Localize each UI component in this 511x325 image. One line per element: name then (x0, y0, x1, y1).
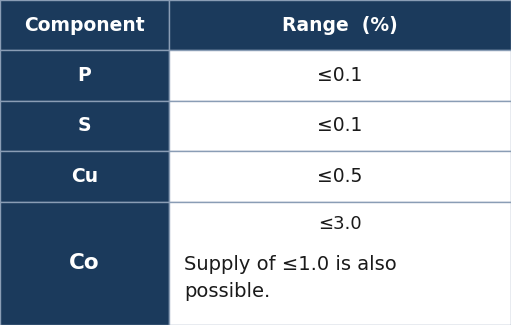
FancyBboxPatch shape (0, 0, 169, 50)
FancyBboxPatch shape (169, 151, 511, 202)
FancyBboxPatch shape (0, 202, 169, 325)
Text: Component: Component (24, 16, 145, 35)
Text: Co: Co (69, 253, 100, 273)
Text: S: S (78, 116, 91, 136)
Text: ≤3.0: ≤3.0 (318, 215, 362, 233)
FancyBboxPatch shape (169, 0, 511, 50)
Text: Range  (%): Range (%) (282, 16, 398, 35)
FancyBboxPatch shape (169, 101, 511, 151)
FancyBboxPatch shape (0, 151, 169, 202)
Text: Supply of ≤1.0 is also
possible.: Supply of ≤1.0 is also possible. (184, 255, 397, 301)
Text: P: P (78, 66, 91, 85)
Text: ≤0.1: ≤0.1 (317, 116, 362, 136)
FancyBboxPatch shape (169, 50, 511, 101)
FancyBboxPatch shape (169, 202, 511, 325)
FancyBboxPatch shape (0, 101, 169, 151)
FancyBboxPatch shape (0, 50, 169, 101)
Text: ≤0.5: ≤0.5 (317, 167, 362, 186)
Text: ≤0.1: ≤0.1 (317, 66, 362, 85)
Text: Cu: Cu (71, 167, 98, 186)
